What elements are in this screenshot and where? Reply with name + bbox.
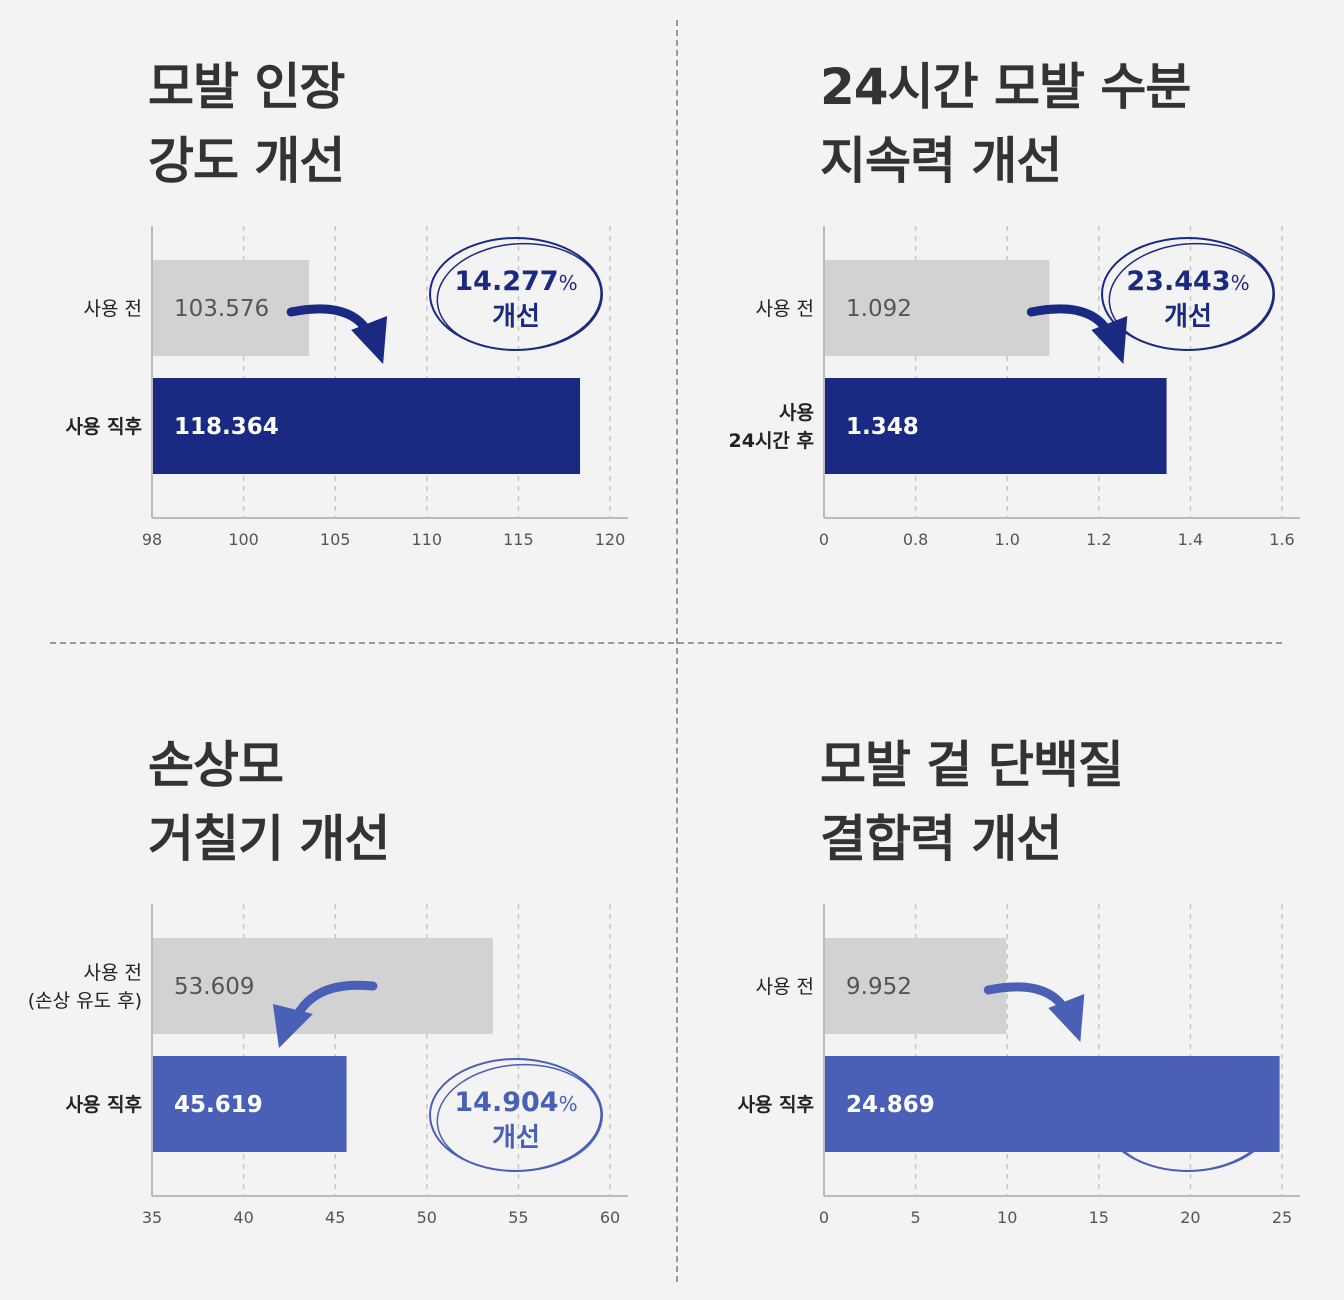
x-tick-label: 10 (997, 1208, 1017, 1227)
x-tick-label: 5 (911, 1208, 921, 1227)
value-label-before: 53.609 (174, 974, 254, 1000)
panel-title: 손상모 거칠기 개선 (148, 728, 390, 876)
panel-title-line-2: 결합력 개선 (820, 810, 1062, 868)
x-tick-label: 1.4 (1178, 530, 1203, 549)
x-tick-label: 15 (1089, 1208, 1109, 1227)
panel-protein-binding: 모발 겉 단백질 결합력 개선 0 5 10 15 20 25 9.952 24.869 사용 … (724, 700, 1344, 1300)
bar-before (152, 938, 493, 1034)
panel-moisture-retention: 24시간 모발 수분 지속력 개선 0 0.8 1.0 1.2 1.4 1.6 1.092 1… (724, 22, 1344, 622)
badge-percent-value: 14.277 (454, 266, 558, 297)
badge-percent-unit: % (559, 1092, 578, 1116)
x-tick-label: 40 (233, 1208, 253, 1227)
panel-title-line-2: 지속력 개선 (820, 132, 1062, 190)
category-label: 사용 직후 (65, 416, 142, 438)
bar-chart: 98 100 105 110 115 120 103.576 118.364 사용 전사용 직후… (65, 226, 628, 549)
badge-percent-value: 149.889 (1117, 1087, 1240, 1118)
x-tick-label: 25 (1272, 1208, 1292, 1227)
x-tick-label: 0.8 (903, 530, 928, 549)
x-tick-label: 1.0 (994, 530, 1019, 549)
panel-title-line-1: 손상모 (148, 736, 284, 794)
value-label-after: 24.869 (846, 1092, 935, 1118)
category-label: 사용 전 (756, 976, 814, 998)
badge-subtitle: 개선 (1164, 1123, 1212, 1153)
value-label-after: 1.348 (846, 414, 919, 440)
value-label-after: 118.364 (174, 414, 279, 440)
badge-ring-inner (436, 242, 602, 351)
vertical-divider (676, 20, 678, 1282)
x-tick-label: 50 (417, 1208, 437, 1227)
badge-percent-unit: % (1240, 1092, 1259, 1116)
badge-percent: 149.889% (1117, 1087, 1259, 1118)
category-label: 사용 전 (84, 298, 142, 320)
bar-before (824, 260, 1050, 356)
x-tick-label: 120 (595, 530, 626, 549)
badge-ring-inner (436, 1063, 602, 1172)
x-tick-label: 60 (600, 1208, 620, 1227)
bar-before (824, 938, 1007, 1034)
bar-after (152, 378, 581, 474)
x-tick-label: 100 (228, 530, 259, 549)
panel-title: 모발 인장 강도 개선 (148, 50, 345, 198)
badge-percent: 14.904% (454, 1087, 577, 1118)
bar-after (824, 378, 1167, 474)
bar-before (152, 260, 310, 356)
x-tick-label: 105 (320, 530, 351, 549)
x-tick-label: 45 (325, 1208, 345, 1227)
bar-chart: 35 40 45 50 55 60 53.609 45.619 사용 전 (손상 유도 후) 사용 … (28, 904, 628, 1227)
panel-title-line-2: 거칠기 개선 (148, 810, 390, 868)
badge-percent-value: 14.904 (454, 1087, 558, 1118)
badge-percent-unit: % (1231, 271, 1250, 295)
badge-subtitle: 개선 (1164, 302, 1212, 332)
category-label: 사용 직후 (737, 1094, 814, 1116)
arrow-head (351, 316, 388, 364)
x-tick-label: 0 (819, 530, 829, 549)
x-tick-label: 35 (142, 1208, 162, 1227)
panel-roughness: 손상모 거칠기 개선 35 40 45 50 55 60 53.609 45.619 사용 전 (… (28, 700, 672, 1300)
value-label-before: 9.952 (846, 974, 912, 1000)
arrow-head (1048, 994, 1085, 1042)
panel-title: 모발 겉 단백질 결합력 개선 (820, 728, 1124, 876)
value-label-after: 45.619 (174, 1092, 263, 1118)
category-label: 사용 전 (756, 298, 814, 320)
bar-chart: 0 0.8 1.0 1.2 1.4 1.6 1.092 1.348 사용 전사용 24시간 후 23… (729, 226, 1300, 549)
panel-title-line-1: 24시간 모발 수분 (820, 58, 1191, 116)
panel-title-line-1: 모발 겉 단백질 (820, 736, 1124, 794)
category-label: 사용 (779, 402, 814, 424)
horizontal-divider (50, 642, 1282, 644)
value-label-before: 103.576 (174, 296, 269, 322)
badge-ring-inner (1108, 242, 1274, 351)
category-label: 24시간 후 (729, 430, 815, 452)
x-tick-label: 115 (503, 530, 534, 549)
category-label: 사용 직후 (65, 1094, 142, 1116)
bar-after (152, 1056, 347, 1152)
badge-percent: 14.277% (454, 266, 577, 297)
bar-chart: 0 5 10 15 20 25 9.952 24.869 사용 전사용 직후 149.889% 개선 (737, 904, 1300, 1227)
badge-percent-unit: % (559, 271, 578, 295)
x-tick-label: 98 (142, 530, 162, 549)
value-label-before: 1.092 (846, 296, 912, 322)
bar-after (824, 1056, 1280, 1152)
x-tick-label: 20 (1180, 1208, 1200, 1227)
badge-percent-value: 23.443 (1126, 266, 1230, 297)
panel-title-line-2: 강도 개선 (148, 132, 345, 190)
badge-subtitle: 개선 (492, 302, 540, 332)
badge-subtitle: 개선 (492, 1123, 540, 1153)
panel-tensile-strength: 모발 인장 강도 개선 98 100 105 110 115 120 103.576 118.… (52, 22, 672, 622)
panel-title-line-1: 모발 인장 (148, 58, 345, 116)
badge-ring-inner (1108, 1063, 1274, 1172)
panel-title: 24시간 모발 수분 지속력 개선 (820, 50, 1191, 198)
x-tick-label: 1.2 (1086, 530, 1111, 549)
badge-percent: 23.443% (1126, 266, 1249, 297)
x-tick-label: 1.6 (1269, 530, 1294, 549)
x-tick-label: 0 (819, 1208, 829, 1227)
arrow-head (272, 1004, 313, 1048)
category-label: 사용 전 (84, 962, 142, 984)
category-label: (손상 유도 후) (28, 990, 142, 1012)
x-tick-label: 55 (508, 1208, 528, 1227)
x-tick-label: 110 (412, 530, 443, 549)
